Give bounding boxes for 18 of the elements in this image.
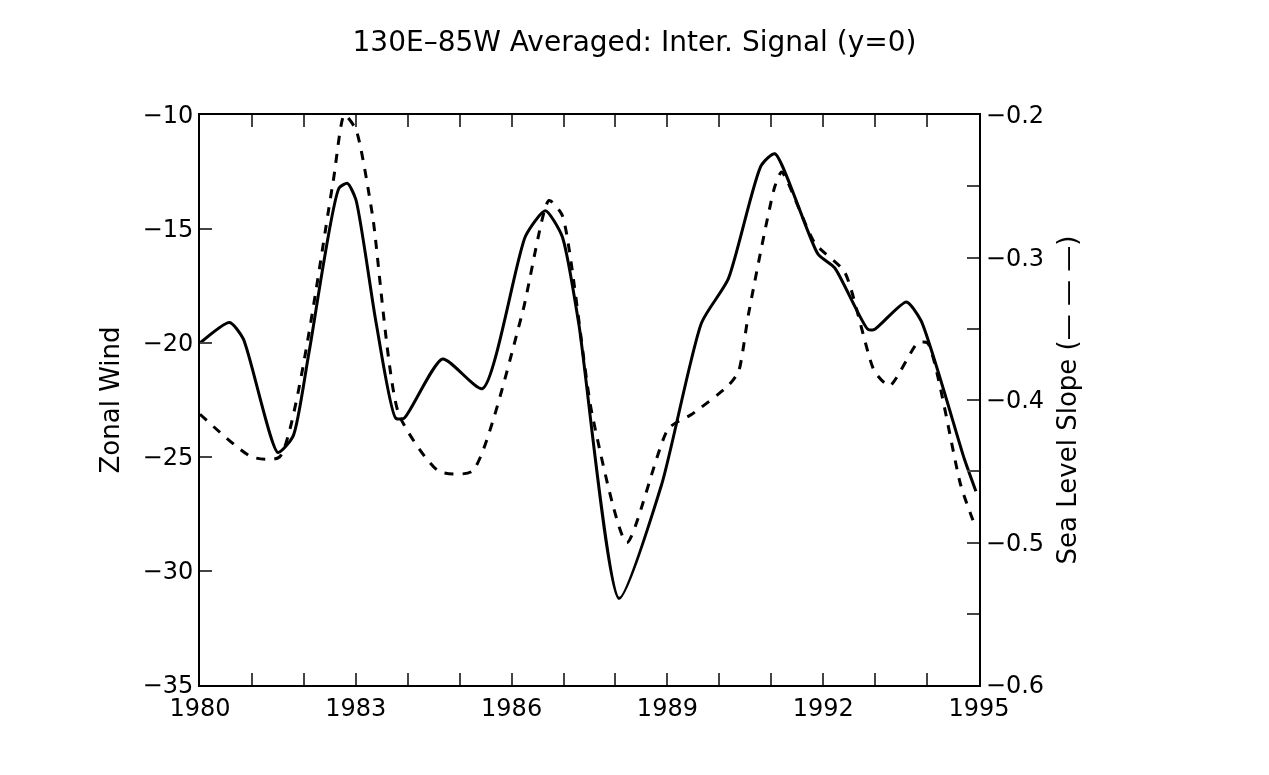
y2-tick-label: −0.5 <box>985 528 1045 557</box>
x-tick-label: 1992 <box>792 693 854 722</box>
y2-tick-label: −0.2 <box>985 101 1045 130</box>
x-tick-label: 1995 <box>948 693 1010 722</box>
y2-axis-title: Sea Level Slope (— — —) <box>1052 235 1083 565</box>
x-tick-label: 1983 <box>325 693 387 722</box>
x-tick-label: 1986 <box>481 693 543 722</box>
y-tick-label: −15 <box>142 215 194 244</box>
y-axis-title: Zonal Wind <box>95 326 126 474</box>
y-tick-label: −30 <box>142 557 194 586</box>
y-tick-label: −20 <box>142 329 194 358</box>
x-tick-label: 1989 <box>636 693 698 722</box>
y-tick-label: −25 <box>142 443 194 472</box>
y2-tick-label: −0.3 <box>985 243 1045 272</box>
chart-title: 130E–85W Averaged: Inter. Signal (y=0) <box>352 24 917 58</box>
y-tick-label: −10 <box>142 101 194 130</box>
x-tick-label: 1980 <box>169 693 231 722</box>
y2-tick-label: −0.4 <box>985 386 1045 415</box>
